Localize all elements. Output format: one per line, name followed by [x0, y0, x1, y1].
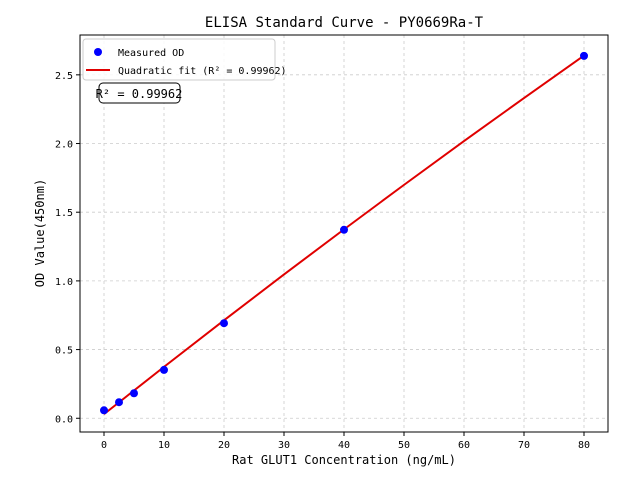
- x-tick-label: 20: [218, 440, 230, 451]
- x-tick-label: 60: [458, 440, 470, 451]
- y-tick-label: 1.0: [55, 277, 73, 288]
- data-point: [130, 389, 138, 398]
- y-axis-label: OD Value(450nm): [33, 179, 47, 287]
- x-ticks: 0 10 20 30 40 50 60 70 80: [101, 432, 590, 451]
- data-point: [160, 365, 168, 374]
- x-tick-label: 70: [518, 440, 530, 451]
- r-squared-annotation: R² = 0.99962: [96, 82, 183, 104]
- data-point: [340, 225, 348, 234]
- x-tick-label: 10: [158, 440, 170, 451]
- annotation-text: R² = 0.99962: [96, 87, 183, 101]
- x-tick-label: 50: [398, 440, 410, 451]
- y-tick-label: 1.5: [55, 208, 73, 219]
- x-tick-label: 30: [278, 440, 290, 451]
- x-tick-label: 0: [101, 440, 107, 451]
- y-tick-label: 2.5: [55, 71, 73, 82]
- data-point: [100, 406, 108, 415]
- legend-marker-measured: [94, 48, 102, 56]
- legend-label-fit: Quadratic fit (R² = 0.99962): [118, 66, 287, 77]
- data-point: [580, 51, 588, 60]
- y-tick-label: 2.0: [55, 140, 73, 151]
- x-axis-label: Rat GLUT1 Concentration (ng/mL): [232, 453, 456, 467]
- points-group: [100, 51, 588, 415]
- y-tick-label: 0.5: [55, 346, 73, 357]
- x-tick-label: 40: [338, 440, 350, 451]
- legend-box: [82, 38, 276, 81]
- legend-label-measured: Measured OD: [118, 48, 184, 59]
- y-tick-label: 0.0: [55, 414, 73, 425]
- x-tick-label: 80: [578, 440, 590, 451]
- data-point: [115, 398, 123, 407]
- legend: Measured OD Quadratic fit (R² = 0.99962): [82, 38, 287, 81]
- data-point: [220, 319, 228, 328]
- y-ticks: 0.0 0.5 1.0 1.5 2.0 2.5: [55, 71, 80, 425]
- chart-title: ELISA Standard Curve - PY0669Ra-T: [205, 15, 484, 31]
- annotation-box: [98, 82, 181, 104]
